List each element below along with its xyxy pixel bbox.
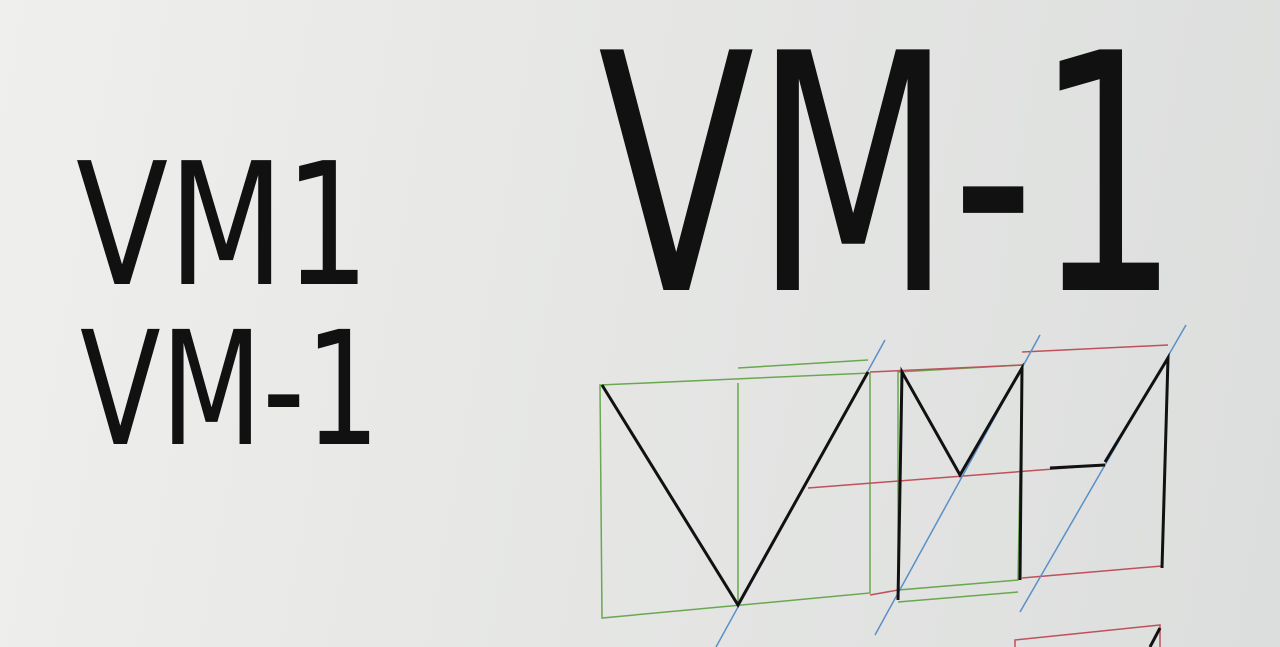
green-line <box>897 591 1019 603</box>
stroke-m <box>896 362 1024 601</box>
construction-drawing <box>599 324 1187 647</box>
red-line <box>1021 565 1163 579</box>
large-label: VM-1 <box>598 0 1180 368</box>
stroke-v <box>600 371 870 608</box>
stroke-dash <box>1049 463 1106 470</box>
red-line <box>869 364 1023 373</box>
red-line <box>1014 624 1161 647</box>
red-line <box>869 589 899 596</box>
small-label-first: VM1 <box>76 127 370 325</box>
stroke-one <box>1103 352 1170 569</box>
small-label-second: VM-1 <box>80 298 380 482</box>
stroke-partial <box>1148 627 1162 647</box>
green-box <box>599 372 871 619</box>
green-line <box>737 359 869 369</box>
red-line <box>1021 344 1169 353</box>
